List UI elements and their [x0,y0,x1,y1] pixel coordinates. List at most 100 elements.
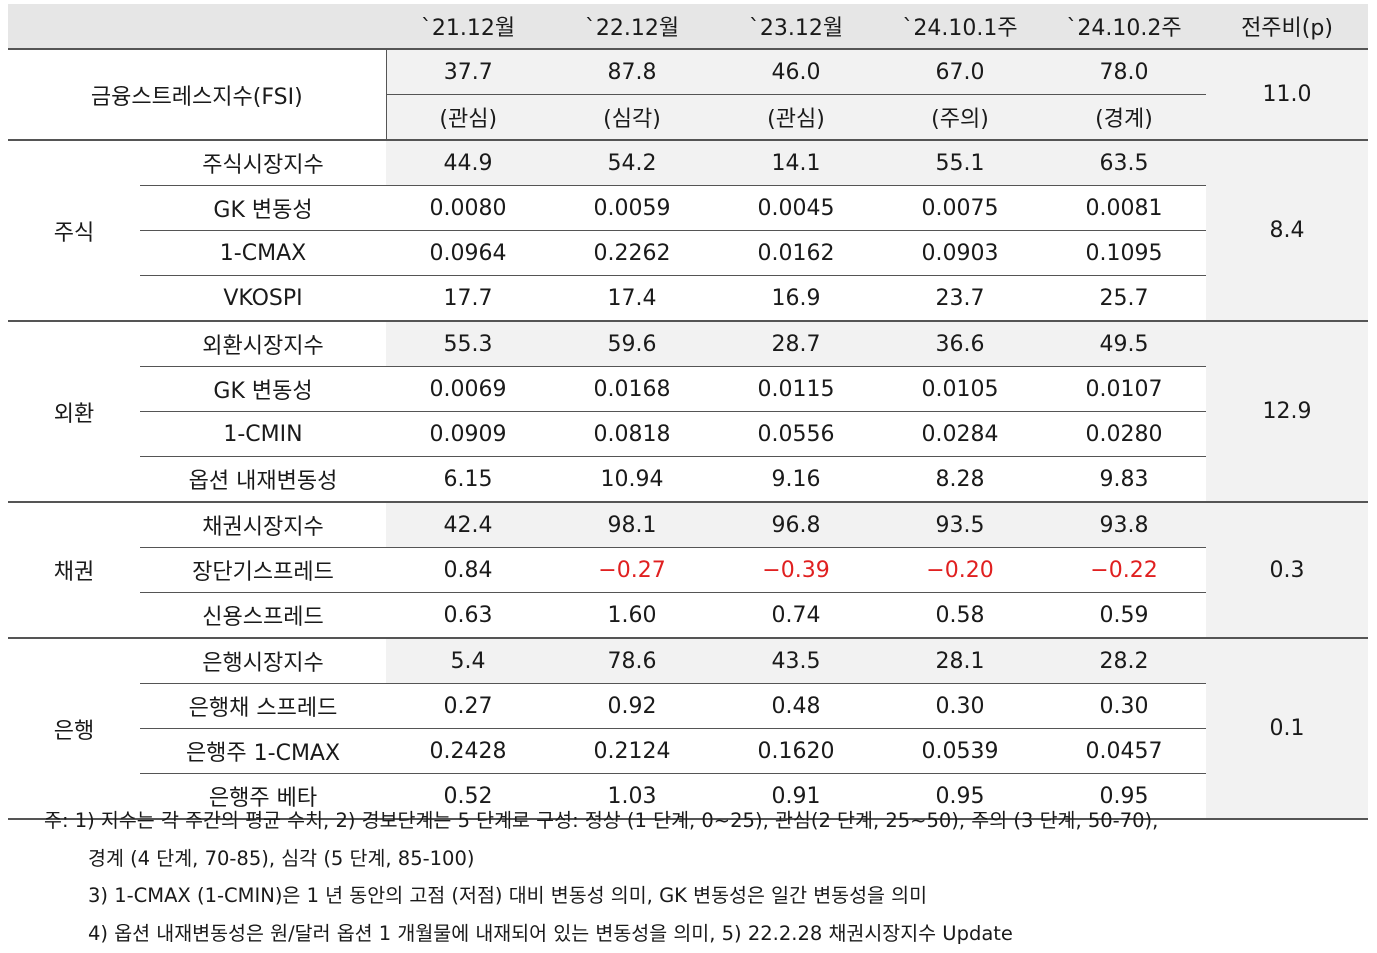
cell-value: 0.0964 [386,230,550,276]
cell-value: 0.0903 [878,230,1042,276]
cell-value: 0.0081 [1042,185,1206,231]
cell-value: 8.28 [878,456,1042,502]
table-row: 옵션 내재변동성 6.15 10.94 9.16 8.28 9.83 [8,456,1368,502]
cell-value: 0.2262 [550,230,714,276]
row-label: 1-CMAX [140,230,386,276]
section-label: 주식 [8,139,140,321]
table-row: 은행채 스프레드 0.27 0.92 0.48 0.30 0.30 [8,683,1368,729]
cell-value: 25.7 [1042,275,1206,321]
col-header: `24.10.2주 [1042,4,1206,50]
cell-value: 0.63 [386,592,550,638]
footnote-line: 4) 옵션 내재변동성은 원/달러 옵션 1 개월물에 내재되어 있는 변동성을… [88,921,1013,945]
cell-value: 42.4 [386,501,550,548]
cell-value: 0.0284 [878,411,1042,457]
cell-value: 93.8 [1042,501,1206,548]
cell-value: 14.1 [714,139,878,186]
section-label: 은행 [8,637,140,820]
section-label: 채권 [8,501,140,638]
cell-value: 0.95 [1042,773,1206,820]
cell-value: 0.0818 [550,411,714,457]
fsi-level: (관심) [714,94,878,140]
row-label: 은행채 스프레드 [140,683,386,729]
footnote-line: 3) 1-CMAX (1-CMIN)은 1 년 동안의 고점 (저점) 대비 변… [88,884,928,907]
cell-value: 0.0280 [1042,411,1206,457]
cell-value: 28.2 [1042,637,1206,684]
row-label: 신용스프레드 [140,592,386,638]
cell-value: 0.1620 [714,728,878,774]
table-row: 1-CMAX 0.0964 0.2262 0.0162 0.0903 0.1095 [8,230,1368,276]
row-label: 은행시장지수 [140,637,386,684]
row-label: GK 변동성 [140,366,386,412]
col-header: `21.12월 [386,4,550,50]
fsi-level: (주의) [878,94,1042,140]
cell-value: 0.0539 [878,728,1042,774]
cell-value: 78.6 [550,637,714,684]
table-row: 장단기스프레드 0.84 −0.27 −0.39 −0.20 −0.22 [8,547,1368,593]
table-row: 1-CMIN 0.0909 0.0818 0.0556 0.0284 0.0280 [8,411,1368,457]
cell-value: 0.0105 [878,366,1042,412]
fsi-value: 87.8 [550,49,714,95]
cell-value: 44.9 [386,139,550,186]
cell-value: 1.60 [550,592,714,638]
col-header: `23.12월 [714,4,878,50]
fsi-value: 78.0 [1042,49,1206,95]
cell-value: 28.1 [878,637,1042,684]
cell-value: 5.4 [386,637,550,684]
fsi-value: 46.0 [714,49,878,95]
cell-value: 0.1095 [1042,230,1206,276]
cell-value: 0.0556 [714,411,878,457]
row-label: VKOSPI [140,275,386,321]
cell-value: 0.27 [386,683,550,729]
cell-value: 0.30 [1042,683,1206,729]
row-label: 옵션 내재변동성 [140,456,386,502]
cell-value: 55.3 [386,320,550,367]
fsi-level: (심각) [550,94,714,140]
table-row: GK 변동성 0.0080 0.0059 0.0045 0.0075 0.0081 [8,185,1368,231]
cell-value: −0.39 [714,547,878,593]
row-label: 채권시장지수 [140,501,386,548]
cell-value: 0.58 [878,592,1042,638]
cell-value: 0.0059 [550,185,714,231]
row-label: GK 변동성 [140,185,386,231]
cell-value: 0.84 [386,547,550,593]
header-blank [8,4,386,50]
fsi-levels-row: (관심) (심각) (관심) (주의) (경계) [8,94,1368,140]
fsi-value: 67.0 [878,49,1042,95]
row-label: 은행주 베타 [140,773,386,820]
cell-value: 0.0069 [386,366,550,412]
fsi-values-row: 금융스트레스지수(FSI) 37.7 87.8 46.0 67.0 78.0 1… [8,49,1368,140]
section-change: 8.4 [1206,139,1368,321]
cell-value: −0.20 [878,547,1042,593]
cell-value: 96.8 [714,501,878,548]
cell-value: 55.1 [878,139,1042,186]
fsi-change: 11.0 [1206,49,1368,140]
cell-value: 0.30 [878,683,1042,729]
cell-value: 98.1 [550,501,714,548]
row-label: 은행주 1-CMAX [140,728,386,774]
cell-value: 1.03 [550,773,714,820]
cell-value: 0.48 [714,683,878,729]
cell-value: 9.16 [714,456,878,502]
fsi-level: (관심) [385,94,550,140]
fsi-table: `21.12월 `22.12월 `23.12월 `24.10.1주 `24.10… [8,4,1368,820]
cell-value: 36.6 [878,320,1042,367]
header-row: `21.12월 `22.12월 `23.12월 `24.10.1주 `24.10… [8,4,1368,50]
cell-value: 0.0075 [878,185,1042,231]
col-header: `22.12월 [550,4,714,50]
fsi-value: 37.7 [385,49,550,95]
fsi-level: (경계) [1042,94,1206,140]
cell-value: 17.7 [386,275,550,321]
cell-value: 0.74 [714,592,878,638]
fsi-label: 금융스트레스지수(FSI) [90,84,303,110]
footnote-line: 주: 1) 지수는 각 주간의 평균 수치, 2) 경보단계는 5 단계로 구성… [44,809,1159,832]
cell-value: 43.5 [714,637,878,684]
cell-value: 0.0045 [714,185,878,231]
cell-value: 6.15 [386,456,550,502]
cell-value: 17.4 [550,275,714,321]
cell-value: 0.59 [1042,592,1206,638]
section-label: 외환 [8,320,140,502]
cell-value: 0.0162 [714,230,878,276]
row-label: 장단기스프레드 [140,547,386,593]
cell-value: 0.0080 [386,185,550,231]
table-row: 신용스프레드 0.63 1.60 0.74 0.58 0.59 [8,592,1368,638]
